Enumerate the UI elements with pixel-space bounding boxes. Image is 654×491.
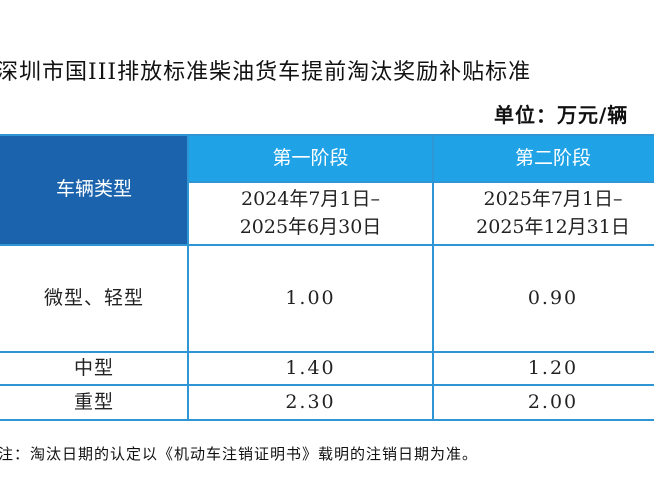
row-label: 重型 <box>73 390 114 413</box>
value-cell: 1.00 <box>285 286 336 309</box>
header-cell: 第一阶段 <box>188 135 433 182</box>
note: 注：淘汰日期的认定以《机动车注销证明书》载明的注销日期为准。 <box>0 445 479 463</box>
value-cell: 2.30 <box>285 390 336 413</box>
date-range: 2025年7月1日– 2025年12月31日 <box>476 187 630 238</box>
date-range: 2024年7月1日– 2025年6月30日 <box>239 187 382 238</box>
header-cell: 第二阶段 <box>433 135 654 182</box>
value-cell: 1.40 <box>285 356 336 379</box>
value-cell: 1.20 <box>527 356 579 379</box>
value-cell: 0.90 <box>527 286 579 309</box>
row-label: 微型、轻型 <box>43 286 144 309</box>
value-cell: 2.00 <box>527 390 579 413</box>
unit: 单位：万元/辆 <box>494 103 629 127</box>
header-cell: 车辆类型 <box>0 135 188 245</box>
title: 深圳市国III排放标准柴油货车提前淘汰奖励补贴标准 <box>0 60 532 85</box>
row-label: 中型 <box>73 356 114 379</box>
